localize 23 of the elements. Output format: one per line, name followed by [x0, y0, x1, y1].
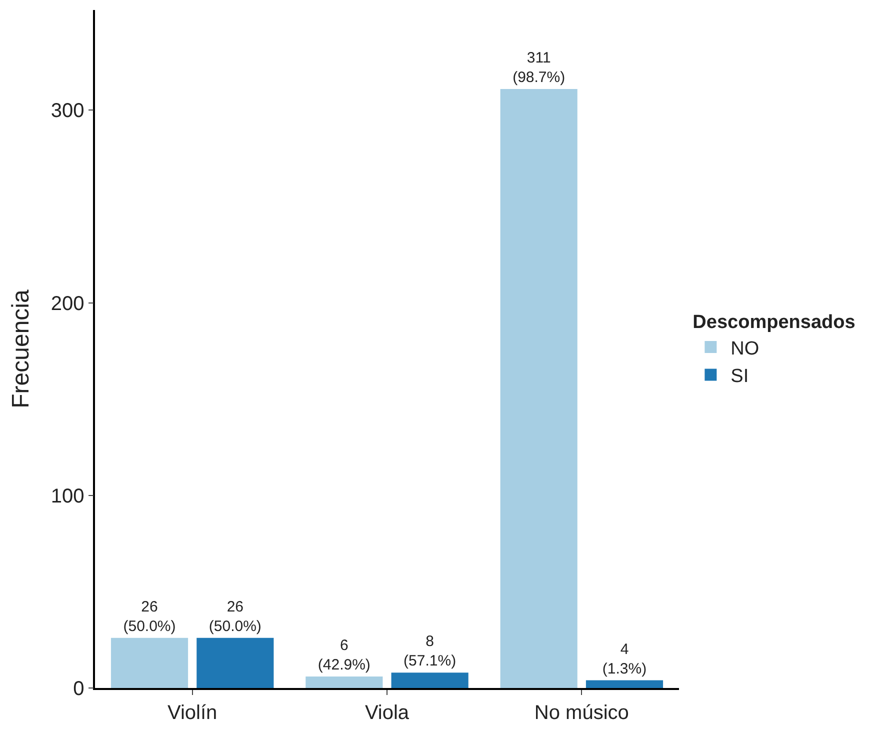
- legend-title: Descompensados: [692, 312, 856, 334]
- y-tick-label: 0: [73, 678, 84, 700]
- bar: [196, 638, 274, 688]
- bar: [500, 88, 578, 688]
- bar: [306, 676, 383, 688]
- y-tick-label: 100: [50, 485, 84, 508]
- bar: [110, 638, 188, 688]
- data-label: 4 (1.3%): [602, 640, 647, 678]
- y-tick-label: 200: [50, 292, 84, 315]
- y-tick-label: 300: [50, 100, 84, 122]
- data-label: 8 (57.1%): [404, 633, 456, 670]
- data-label: 6 (42.9%): [318, 636, 370, 674]
- data-label: 26 (50.0%): [208, 598, 262, 635]
- legend-label: NO: [730, 338, 760, 360]
- data-label: 311 (98.7%): [512, 49, 566, 86]
- bar: [391, 672, 468, 688]
- data-label: 26 (50.0%): [123, 598, 176, 635]
- x-tick-label: Violín: [167, 702, 218, 724]
- legend-label: SI: [730, 366, 749, 388]
- x-tick-label: Viola: [364, 702, 410, 724]
- x-tick-label: No músico: [534, 702, 629, 724]
- y-axis-title: Frecuencia: [7, 288, 34, 408]
- bar: [586, 680, 664, 688]
